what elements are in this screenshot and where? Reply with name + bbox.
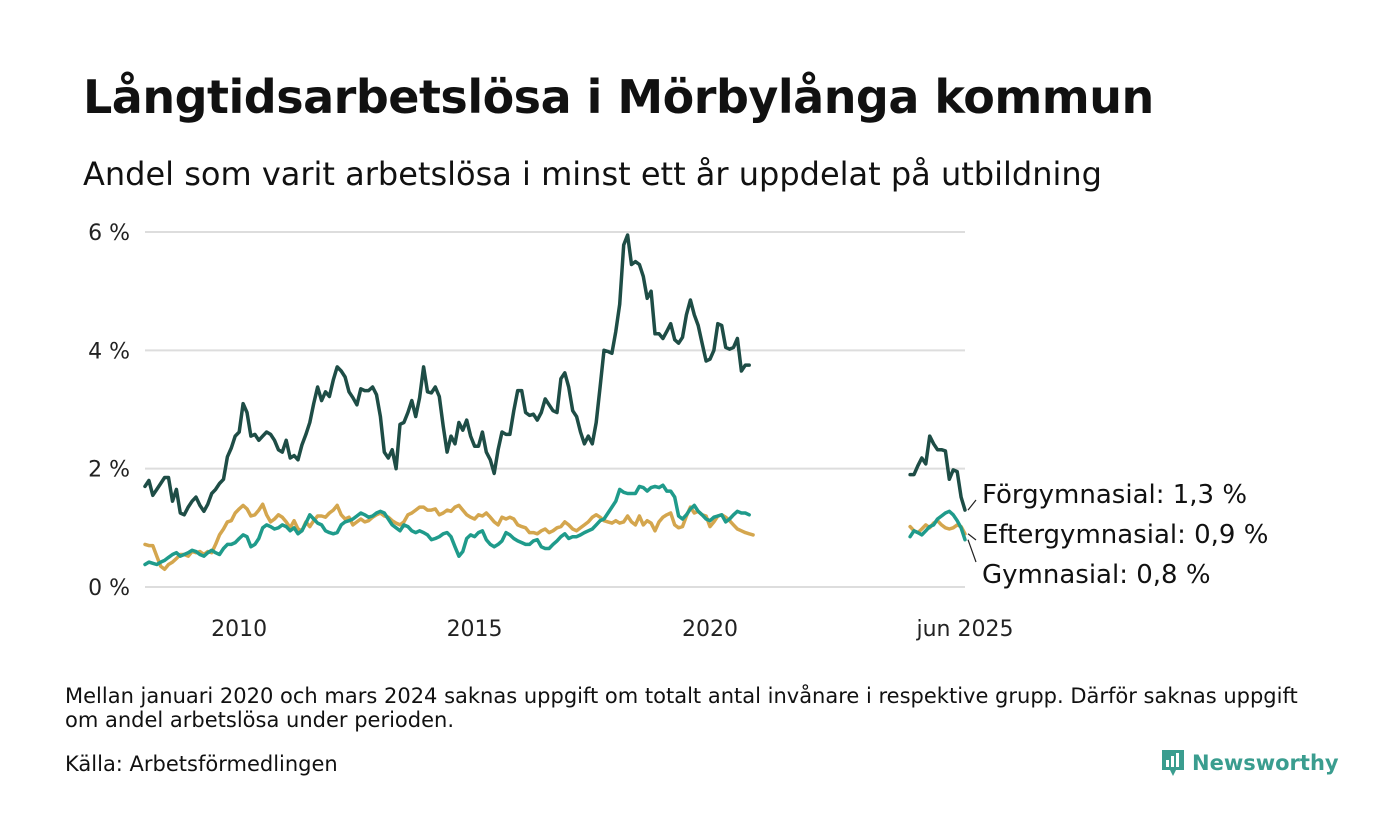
y-tick-label: 6 % — [88, 221, 130, 246]
series-line-gymnasial-2 — [908, 509, 967, 542]
chart-subtitle: Andel som varit arbetslösa i minst ett å… — [83, 155, 1102, 193]
y-tick-label: 2 % — [88, 458, 130, 483]
label-leader-line — [967, 499, 977, 511]
y-tick-label: 0 % — [88, 576, 130, 601]
series-line-frgymnasial-2 — [908, 434, 967, 512]
x-tick-label: 2015 — [447, 617, 503, 642]
series-line-frgymnasial-1 — [143, 233, 751, 517]
brand-name: Newsworthy — [1192, 751, 1339, 775]
chart-title: Långtidsarbetslösa i Mörbylånga kommun — [83, 70, 1154, 124]
series-end-labels: Förgymnasial: 1,3 % Eftergymnasial: 0,9 %… — [967, 480, 1268, 590]
x-tick-label: 2020 — [682, 617, 738, 642]
series-end-label: Förgymnasial: 1,3 % — [982, 480, 1247, 510]
brand-logo[interactable]: Newsworthy — [1160, 748, 1339, 778]
grid-lines — [145, 231, 965, 588]
series-end-label: Eftergymnasial: 0,9 % — [982, 520, 1268, 550]
x-tick-label: 2010 — [211, 617, 267, 642]
series-end-label: Gymnasial: 0,8 % — [982, 560, 1211, 590]
y-axis-tick-labels: 0 % 2 % 4 % 6 % — [88, 221, 130, 601]
series-line-gymnasial-1 — [143, 483, 751, 567]
series-line-eftergymnasial-1 — [143, 502, 755, 572]
line-chart: 0 % 2 % 4 % 6 % 2010 2015 2020 jun 2025 Förgym… — [88, 221, 1268, 642]
label-leader-line — [967, 539, 977, 563]
x-axis-tick-labels: 2010 2015 2020 jun 2025 — [211, 617, 1013, 642]
y-tick-label: 4 % — [88, 339, 130, 364]
series-lines — [143, 233, 967, 572]
footnote: Mellan januari 2020 och mars 2024 saknas… — [65, 684, 1298, 732]
label-leader-line — [967, 533, 977, 541]
source-credit: Källa: Arbetsförmedlingen — [65, 752, 338, 776]
bar-chart-speech-icon — [1162, 750, 1184, 776]
x-tick-label: jun 2025 — [916, 617, 1014, 642]
